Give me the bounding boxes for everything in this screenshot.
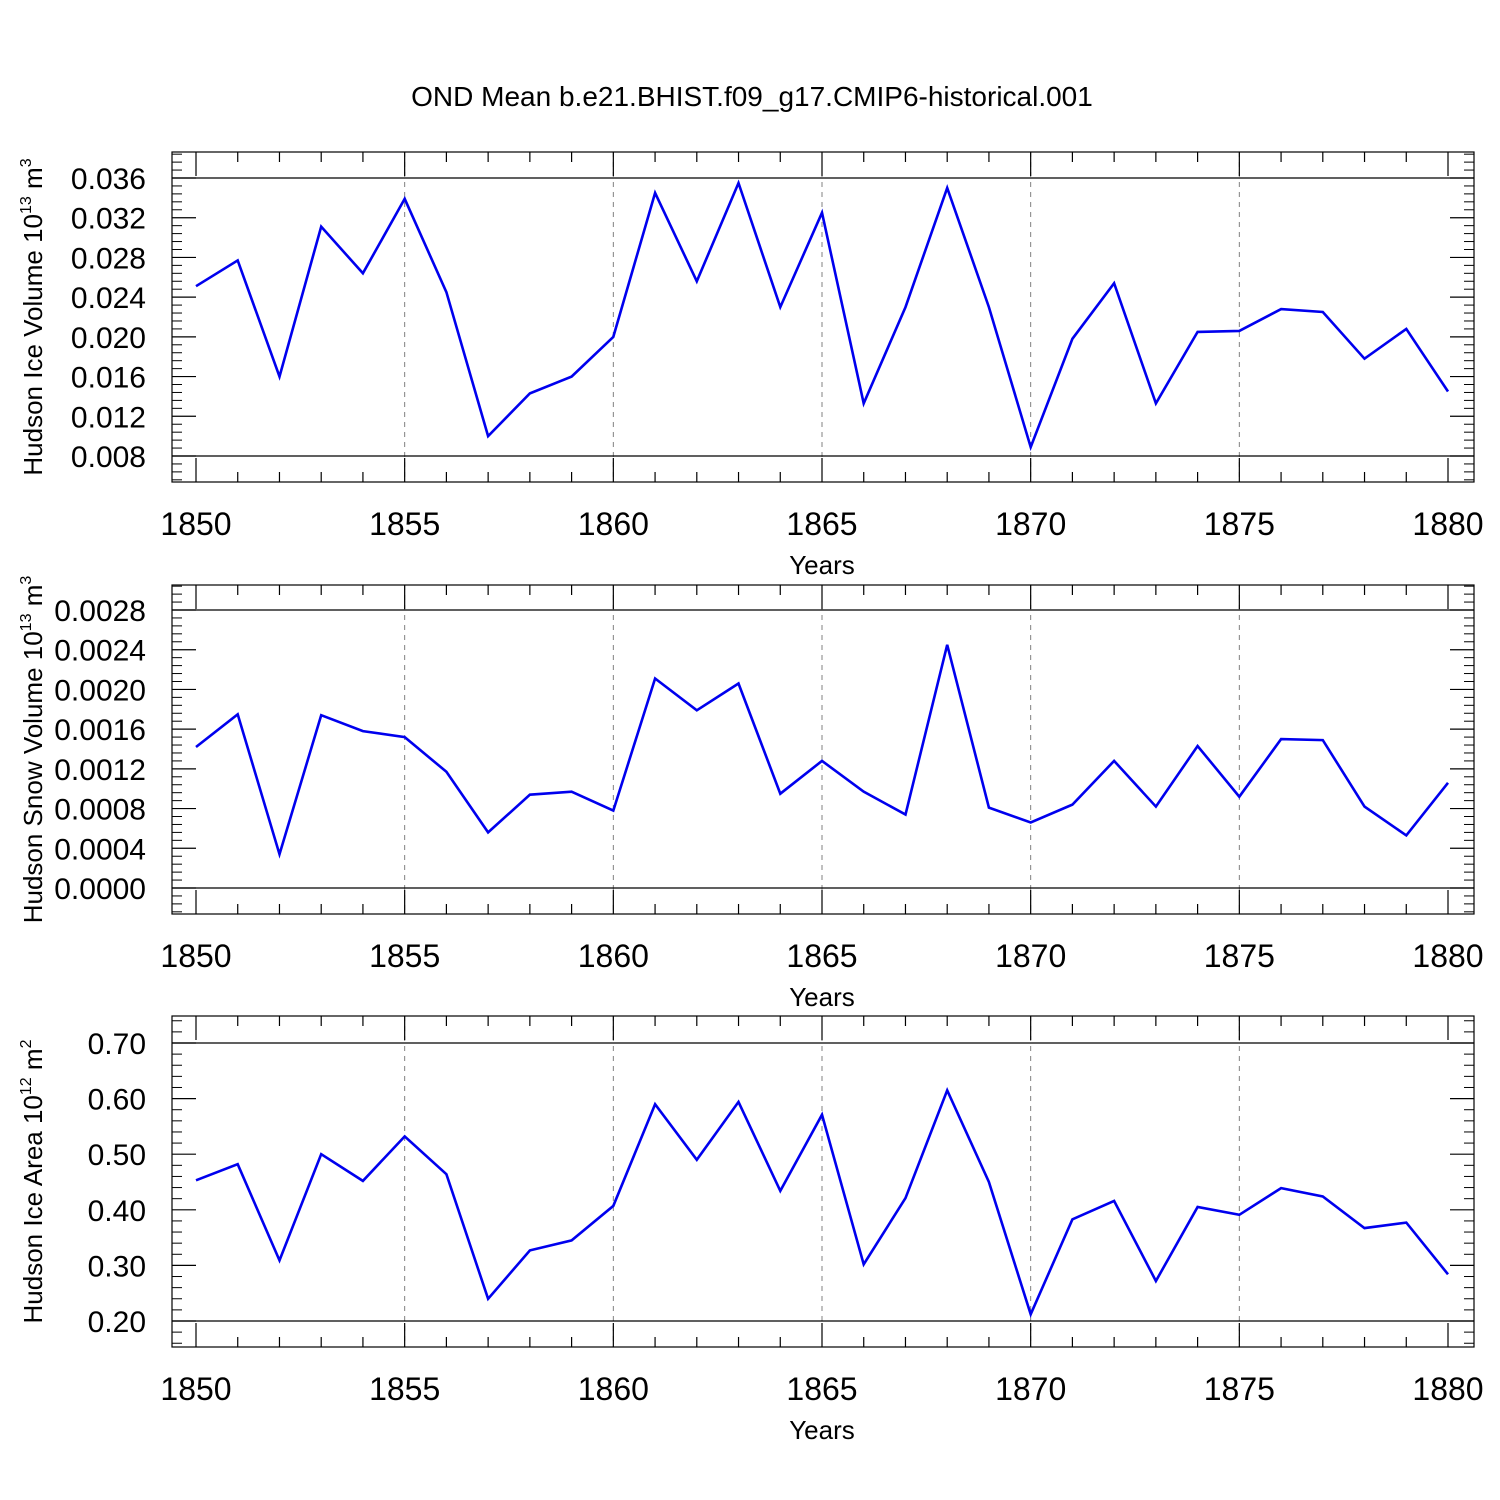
y-tick-label: 0.60: [88, 1084, 146, 1117]
x-tick-label: 1880: [1412, 938, 1483, 974]
y-axis-label: Hudson Snow Volume 1013 m3: [18, 576, 48, 924]
y-tick-label: 0.008: [71, 441, 146, 474]
y-tick-label: 0.016: [71, 362, 146, 395]
x-tick-label: 1865: [786, 1371, 857, 1407]
x-tick-label: 1860: [578, 506, 649, 542]
y-tick-label: 0.0004: [54, 833, 146, 866]
x-tick-label: 1855: [369, 1371, 440, 1407]
plot-frame: [171, 1015, 1475, 1348]
x-tick-label: 1850: [160, 506, 231, 542]
y-axis-label-exponent: 13: [18, 613, 35, 631]
y-tick-label: 0.024: [71, 282, 146, 315]
y-tick-label: 0.0016: [54, 714, 146, 747]
y-axis-label-unit-exponent: 3: [18, 158, 35, 167]
x-tick-label: 1875: [1204, 1371, 1275, 1407]
x-tick-label: 1860: [578, 1371, 649, 1407]
y-tick-label: 0.20: [88, 1306, 146, 1339]
x-tick-label: 1870: [995, 938, 1066, 974]
x-tick-label: 1850: [160, 1371, 231, 1407]
x-axis-label: Years: [789, 1415, 855, 1445]
y-tick-label: 0.020: [71, 322, 146, 355]
y-axis-label-text: Hudson Ice Volume 10: [18, 214, 48, 476]
plot-frame: [171, 151, 1475, 483]
chart-panel-3: 0.20 0.30 0.40 0.50 0.60 0.70 1850 1855 1860 1865…: [18, 1015, 1484, 1445]
y-axis-label-unit: m: [18, 585, 48, 614]
y-tick-label: 0.50: [88, 1139, 146, 1172]
x-tick-label: 1870: [995, 506, 1066, 542]
y-axis-label-unit: m: [18, 1048, 48, 1077]
x-tick-label: 1880: [1412, 506, 1483, 542]
x-tick-label: 1870: [995, 1371, 1066, 1407]
x-tick-label: 1875: [1204, 506, 1275, 542]
x-tick-label: 1865: [786, 506, 857, 542]
y-axis-label: Hudson Ice Volume 1013 m3: [18, 158, 48, 475]
x-tick-label: 1855: [369, 938, 440, 974]
y-tick-label: 0.30: [88, 1250, 146, 1283]
y-tick-label: 0.0000: [54, 873, 146, 906]
y-tick-label: 0.0020: [54, 674, 146, 707]
panels: 0.008 0.012 0.016 0.020 0.024 0.028 0.032 0.036…: [18, 151, 1484, 1445]
x-tick-label: 1865: [786, 938, 857, 974]
y-tick-label: 0.0024: [54, 635, 146, 668]
x-axis-label: Years: [789, 550, 855, 580]
x-axis-label: Years: [789, 982, 855, 1012]
chart-panel-2: 0.0000 0.0004 0.0008 0.0012 0.0016 0.0020 0.00…: [18, 576, 1484, 1012]
x-tick-label: 1880: [1412, 1371, 1483, 1407]
y-axis-label-unit-exponent: 3: [18, 576, 35, 585]
x-tick-label: 1850: [160, 938, 231, 974]
y-tick-label: 0.032: [71, 203, 146, 236]
series-line: [195, 179, 1450, 452]
y-tick-label: 0.012: [71, 401, 146, 434]
y-tick-label: 0.70: [88, 1028, 146, 1061]
y-axis-label-unit: m: [18, 167, 48, 196]
x-tick-label: 1855: [369, 506, 440, 542]
y-tick-label: 0.0012: [54, 754, 146, 787]
y-axis-label-exponent: 12: [18, 1077, 35, 1095]
y-axis-label: Hudson Ice Area 1012 m2: [18, 1039, 48, 1323]
figure-title: OND Mean b.e21.BHIST.f09_g17.CMIP6-histo…: [411, 81, 1093, 112]
x-tick-label: 1860: [578, 938, 649, 974]
y-tick-label: 0.0028: [54, 595, 146, 628]
y-axis-label-text: Hudson Ice Area 10: [18, 1095, 48, 1323]
series-line: [195, 644, 1450, 859]
series-line: [195, 1086, 1450, 1318]
y-tick-label: 0.0008: [54, 794, 146, 827]
x-tick-label: 1875: [1204, 938, 1275, 974]
y-tick-label: 0.028: [71, 242, 146, 275]
y-tick-label: 0.40: [88, 1195, 146, 1228]
y-axis-label-unit-exponent: 2: [18, 1039, 35, 1048]
y-tick-label: 0.036: [71, 163, 146, 196]
y-axis-label-exponent: 13: [18, 196, 35, 214]
chart-panel-1: 0.008 0.012 0.016 0.020 0.024 0.028 0.032 0.036…: [18, 151, 1484, 580]
y-axis-label-text: Hudson Snow Volume 10: [18, 631, 48, 923]
plot-frame: [171, 584, 1475, 915]
